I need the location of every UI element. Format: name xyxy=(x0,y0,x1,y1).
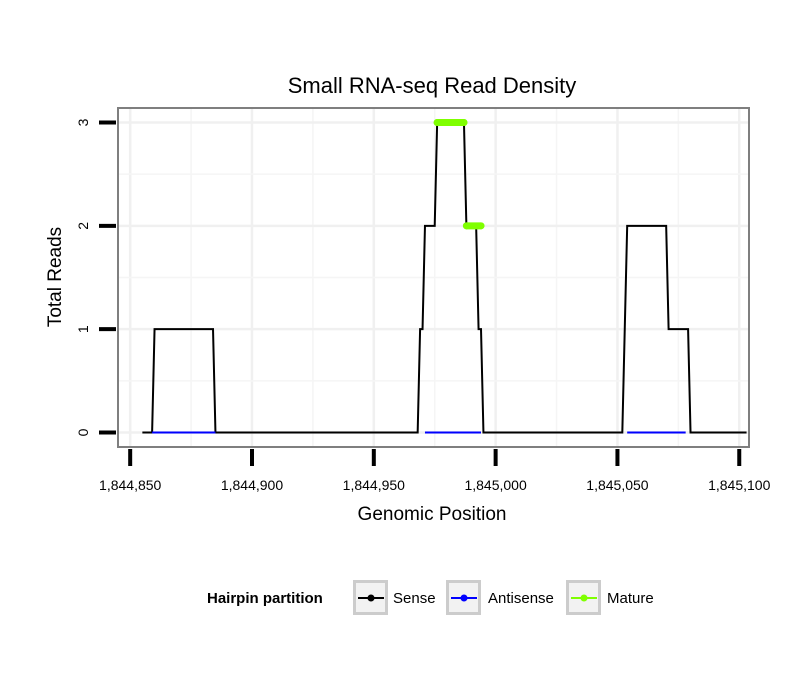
legend-item-sense: Sense xyxy=(353,580,436,615)
grid xyxy=(118,108,749,447)
legend-label: Sense xyxy=(393,590,436,607)
plot-panel-border xyxy=(117,107,750,448)
x-tick-label: 1,844,900 xyxy=(221,477,283,493)
y-tick-label: 0 xyxy=(75,428,91,436)
axes: 1,844,850 1,844,900 1,844,950 1,845,000 1,84… xyxy=(75,118,771,493)
legend-key-point xyxy=(460,594,468,602)
mature-point xyxy=(477,222,485,230)
series-layer xyxy=(142,118,747,434)
x-tick-label: 1,845,050 xyxy=(586,477,648,493)
legend-items: Sense Antisense Mature xyxy=(353,580,654,615)
legend-key-point xyxy=(580,594,588,602)
legend: Hairpin partition Sense Antisense Mature xyxy=(207,580,654,615)
x-tick-label: 1,845,100 xyxy=(708,477,770,493)
y-tick-label: 2 xyxy=(75,222,91,230)
legend-label: Mature xyxy=(607,590,654,607)
y-axis-title: Total Reads xyxy=(45,227,66,327)
chart-title: Small RNA-seq Read Density xyxy=(288,73,577,98)
legend-label: Antisense xyxy=(488,590,554,607)
legend-item-mature: Mature xyxy=(566,580,654,615)
x-axis-title: Genomic Position xyxy=(358,504,507,525)
x-tick-label: 1,844,950 xyxy=(343,477,405,493)
mature-point xyxy=(433,118,441,126)
legend-title: Hairpin partition xyxy=(207,590,323,607)
legend-item-antisense: Antisense xyxy=(446,580,554,615)
legend-key-point xyxy=(367,594,375,602)
y-tick-label: 1 xyxy=(75,325,91,333)
y-tick-label: 3 xyxy=(75,118,91,126)
mature-point xyxy=(460,118,468,126)
mature-point xyxy=(462,222,470,230)
x-tick-label: 1,844,850 xyxy=(99,477,161,493)
x-tick-label: 1,845,000 xyxy=(464,477,526,493)
series-line-sense xyxy=(142,121,747,434)
